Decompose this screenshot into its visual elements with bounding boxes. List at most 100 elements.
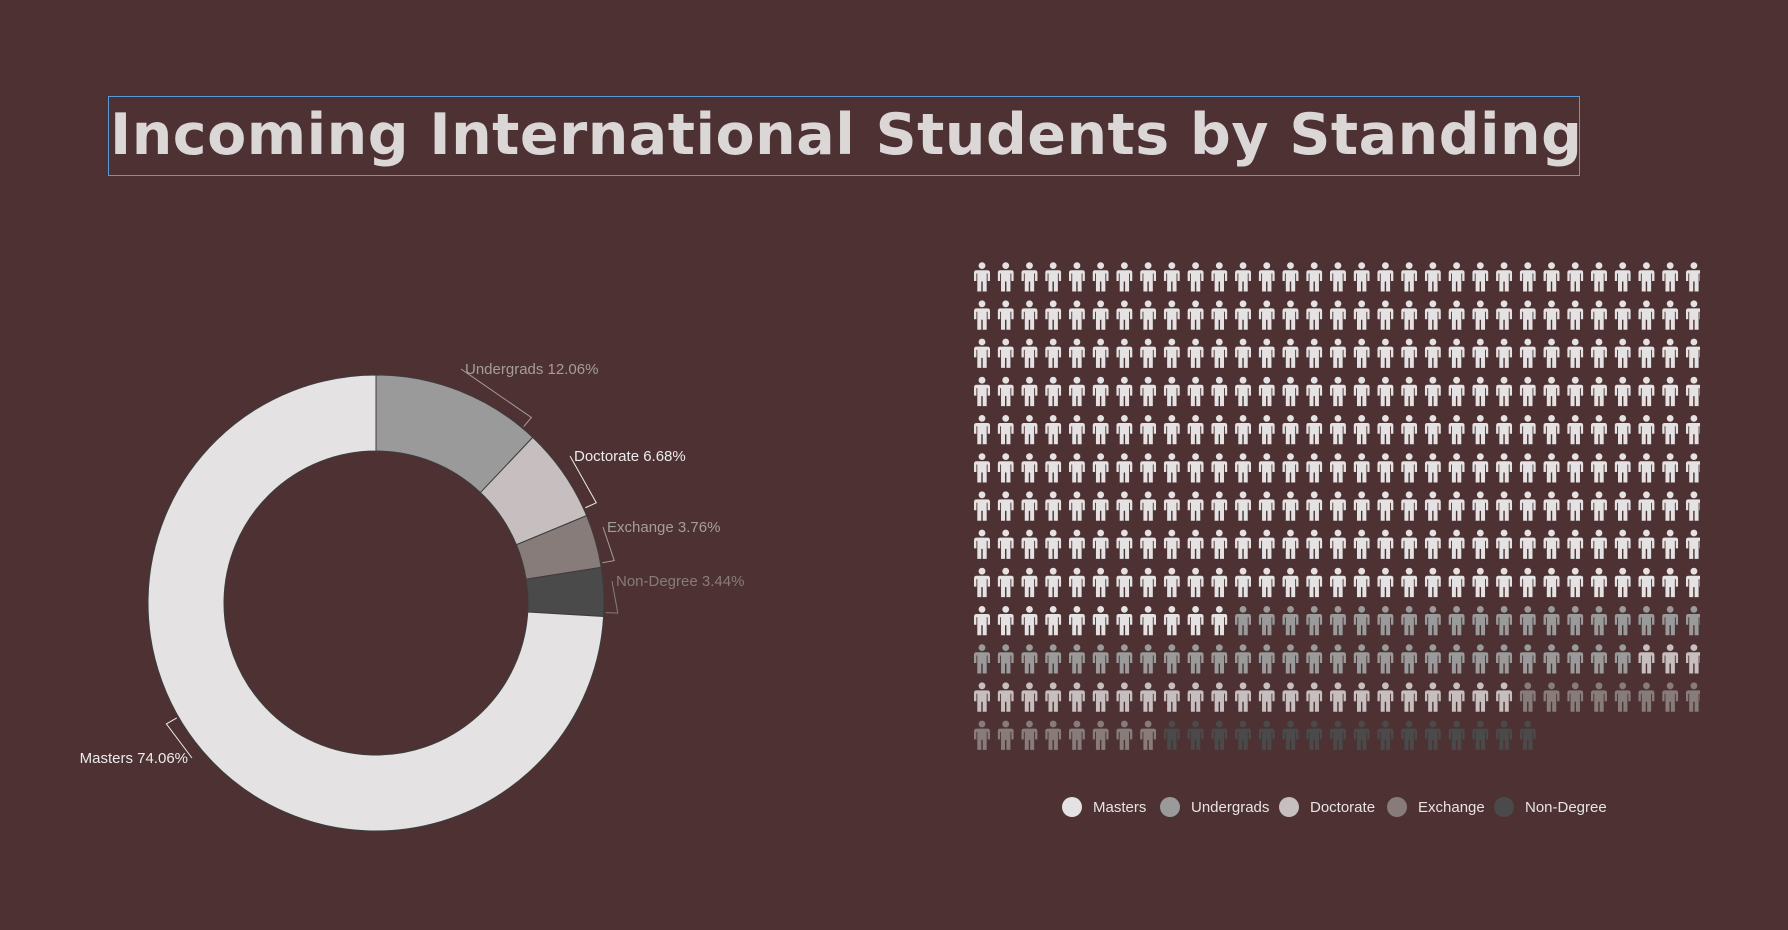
person-icon xyxy=(1211,529,1228,559)
person-icon xyxy=(1543,491,1560,521)
person-icon xyxy=(1638,491,1655,521)
person-icon xyxy=(1329,262,1346,292)
person-icon xyxy=(1638,376,1655,407)
donut-label-doctorate: Doctorate 6.68% xyxy=(574,448,686,465)
person-icon xyxy=(1472,720,1489,750)
person-icon xyxy=(1567,262,1584,292)
person-icon xyxy=(1021,529,1038,559)
person-icon xyxy=(1140,606,1157,636)
person-icon xyxy=(1662,262,1679,292)
person-icon xyxy=(1187,606,1204,636)
person-icon xyxy=(1448,644,1465,674)
person-icon xyxy=(1401,415,1418,445)
legend-label-undergrads[interactable]: Undergrads xyxy=(1191,799,1269,816)
person-icon xyxy=(1116,300,1133,330)
legend-swatch-doctorate[interactable] xyxy=(1279,797,1299,817)
person-icon xyxy=(1116,491,1133,521)
person-icon xyxy=(1377,567,1394,598)
person-icon xyxy=(1401,262,1418,292)
person-icon xyxy=(1685,682,1700,712)
person-icon xyxy=(974,529,990,559)
person-icon xyxy=(1472,529,1489,559)
person-icon xyxy=(1140,644,1157,674)
person-icon xyxy=(1140,453,1157,483)
person-icon xyxy=(1306,644,1323,674)
legend-label-doctorate[interactable]: Doctorate xyxy=(1310,799,1375,816)
person-icon xyxy=(974,453,990,483)
person-icon xyxy=(1187,338,1204,368)
person-icon xyxy=(1092,453,1109,483)
person-icon xyxy=(1068,567,1085,598)
person-icon xyxy=(1235,606,1252,636)
legend-swatch-masters[interactable] xyxy=(1062,797,1082,817)
legend-swatch-exchange[interactable] xyxy=(1387,797,1407,817)
legend-swatch-undergrads[interactable] xyxy=(1160,797,1180,817)
person-icon xyxy=(1045,644,1062,674)
legend-label-exchange[interactable]: Exchange xyxy=(1418,799,1485,816)
person-icon xyxy=(1472,376,1489,407)
person-icon xyxy=(1424,567,1441,598)
person-icon xyxy=(1068,644,1085,674)
person-icon xyxy=(1401,606,1418,636)
person-icon xyxy=(1211,415,1228,445)
donut-label-non-degree: Non-Degree 3.44% xyxy=(616,573,744,590)
person-icon xyxy=(1590,682,1607,712)
person-icon xyxy=(1235,529,1252,559)
person-icon xyxy=(1187,376,1204,407)
person-icon xyxy=(1187,720,1204,750)
person-icon xyxy=(1116,720,1133,750)
person-icon xyxy=(1116,606,1133,636)
person-icon xyxy=(1424,644,1441,674)
person-icon xyxy=(1092,300,1109,330)
person-icon xyxy=(1353,567,1370,598)
person-icon xyxy=(997,338,1014,368)
person-icon xyxy=(1021,644,1038,674)
person-icon xyxy=(1235,415,1252,445)
person-icon xyxy=(1638,644,1655,674)
person-icon xyxy=(1353,338,1370,368)
person-icon xyxy=(1187,453,1204,483)
donut-slice-masters[interactable] xyxy=(147,374,605,832)
person-icon xyxy=(1116,682,1133,712)
person-icon xyxy=(1353,415,1370,445)
person-icon xyxy=(1614,644,1631,674)
person-icon xyxy=(974,376,990,407)
person-icon xyxy=(1638,262,1655,292)
person-icon xyxy=(1068,415,1085,445)
person-icon xyxy=(1567,300,1584,330)
legend-swatch-non-degree[interactable] xyxy=(1494,797,1514,817)
person-icon xyxy=(1448,338,1465,368)
person-icon xyxy=(1472,491,1489,521)
person-icon xyxy=(1614,682,1631,712)
person-icon xyxy=(1496,567,1513,598)
person-icon xyxy=(1377,338,1394,368)
person-icon xyxy=(1092,376,1109,407)
person-icon xyxy=(1116,262,1133,292)
person-icon xyxy=(1590,453,1607,483)
person-icon xyxy=(997,453,1014,483)
person-icon xyxy=(1329,567,1346,598)
person-icon xyxy=(1567,682,1584,712)
legend-label-non-degree[interactable]: Non-Degree xyxy=(1525,799,1607,816)
person-icon xyxy=(1163,376,1180,407)
person-icon xyxy=(1211,682,1228,712)
person-icon xyxy=(974,300,990,330)
pictogram-chart: Masters Undergrads Doctorate Exchange Non-De… xyxy=(974,262,1700,817)
person-icon xyxy=(1045,415,1062,445)
person-icon xyxy=(1401,376,1418,407)
person-icon xyxy=(1045,262,1062,292)
title-frame[interactable] xyxy=(108,96,1580,176)
legend-label-masters[interactable]: Masters xyxy=(1093,799,1146,816)
person-icon xyxy=(1614,567,1631,598)
person-icon xyxy=(1282,606,1299,636)
person-icon xyxy=(1448,376,1465,407)
person-icon xyxy=(1329,720,1346,750)
person-icon xyxy=(1353,262,1370,292)
person-icon xyxy=(974,567,990,598)
person-icon xyxy=(1472,682,1489,712)
person-icon xyxy=(1377,491,1394,521)
person-icon xyxy=(1377,529,1394,559)
person-icon xyxy=(1211,338,1228,368)
person-icon xyxy=(1306,300,1323,330)
person-icon xyxy=(1021,338,1038,368)
